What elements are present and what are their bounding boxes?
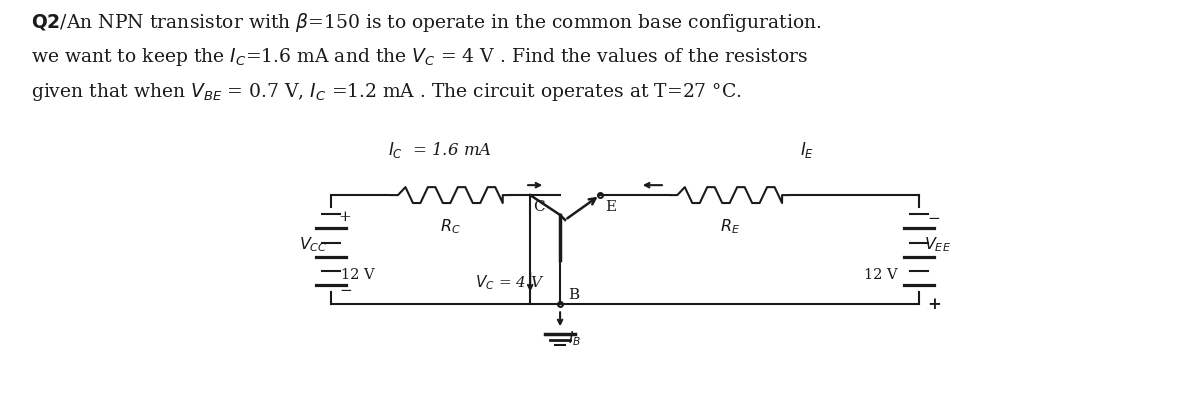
- Text: we want to keep the $I_C$=1.6 mA and the $V_C$ = 4 V . Find the values of the re: we want to keep the $I_C$=1.6 mA and the…: [31, 46, 809, 68]
- Text: given that when $V_{BE}$ = 0.7 V, $I_C$ =1.2 mA . The circuit operates at T=27 °: given that when $V_{BE}$ = 0.7 V, $I_C$ …: [31, 81, 742, 103]
- Text: $V_{EE}$: $V_{EE}$: [924, 235, 952, 254]
- Text: B: B: [568, 288, 580, 303]
- Text: $I_C$  = 1.6 mA: $I_C$ = 1.6 mA: [389, 140, 492, 160]
- Text: 12 V: 12 V: [864, 268, 898, 281]
- Text: $V_C$ = 4 V: $V_C$ = 4 V: [475, 274, 545, 293]
- Text: $R_C$: $R_C$: [440, 217, 461, 236]
- Text: $-$: $-$: [928, 210, 941, 224]
- Text: +: +: [338, 210, 352, 224]
- Text: C: C: [533, 200, 545, 214]
- Text: +: +: [928, 296, 941, 313]
- Text: 12 V: 12 V: [341, 268, 374, 281]
- Text: $V_{CC}$: $V_{CC}$: [299, 235, 328, 254]
- Text: $I_E$: $I_E$: [799, 140, 814, 160]
- Text: E: E: [605, 200, 616, 214]
- Text: $-$: $-$: [338, 283, 352, 296]
- Text: $\mathbf{Q2}$/An NPN transistor with $\beta$=150 is to operate in the common bas: $\mathbf{Q2}$/An NPN transistor with $\b…: [31, 11, 822, 34]
- Text: $I_B$: $I_B$: [568, 329, 581, 348]
- Text: $R_E$: $R_E$: [720, 217, 739, 236]
